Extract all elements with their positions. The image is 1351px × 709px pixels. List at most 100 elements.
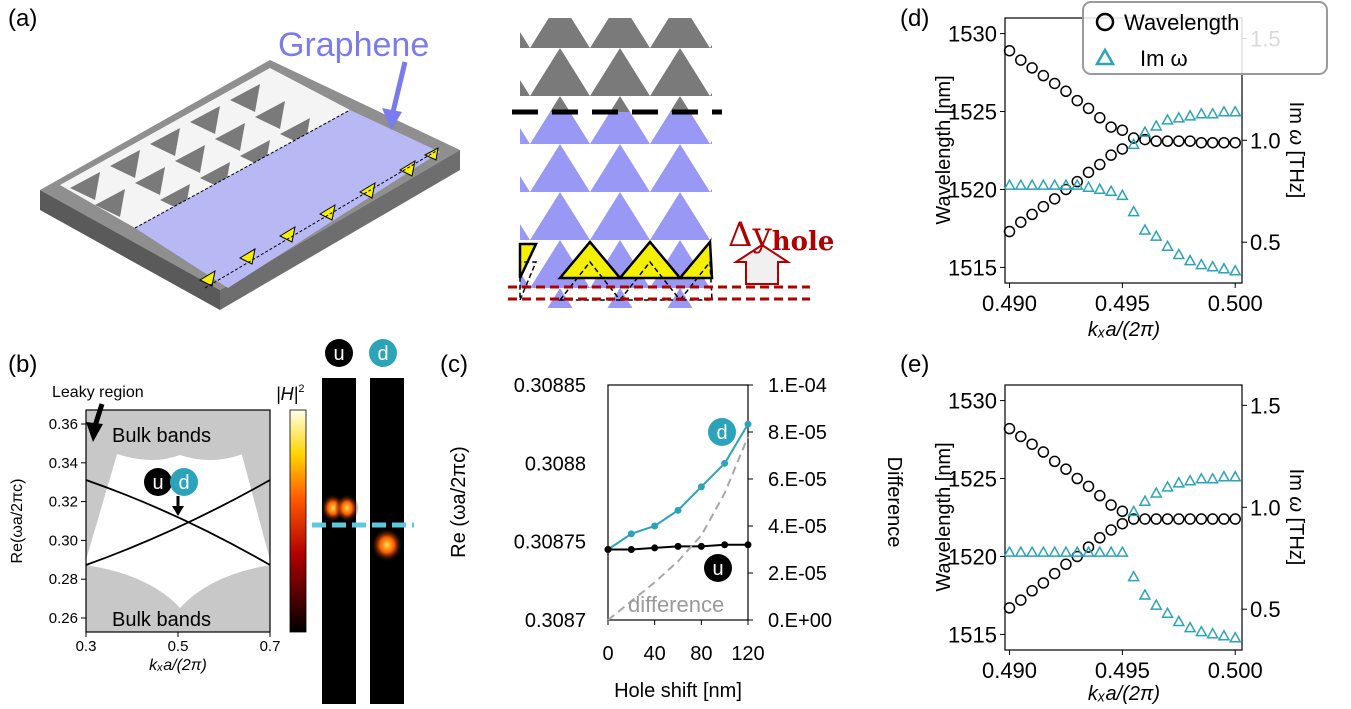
ytick-left-label: 1530 <box>948 22 997 47</box>
xtick-label: 0.495 <box>1095 658 1150 683</box>
c-point-u <box>721 541 728 548</box>
im-omega-point <box>1196 260 1206 269</box>
delta-y-label: Δyhole <box>728 215 834 257</box>
ytick-left-label: 1520 <box>948 544 997 569</box>
colorbar <box>290 410 306 632</box>
im-omega-point <box>1151 121 1161 130</box>
ytick-right-label: 1.0 <box>1250 128 1281 153</box>
wavelength-point <box>1230 514 1240 524</box>
u-profile-label: u <box>333 343 344 365</box>
wavelength-point <box>1038 447 1048 457</box>
panel-b-label: (b) <box>8 351 37 378</box>
b-xticks: 0.3 0.5 0.7 <box>76 632 281 655</box>
c-point-d <box>721 460 728 467</box>
wavelength-point <box>1117 519 1127 529</box>
e-ticks: 1530 1525 1520 1515 1.5 1.0 0.5 0.490 0.495 0.500 <box>948 389 1281 683</box>
c-point-d <box>651 523 658 530</box>
c-point-d <box>628 530 635 537</box>
im-omega-point <box>1219 631 1229 640</box>
b-xtick-label: 0.3 <box>76 638 97 655</box>
d-ylabel-left: Wavelength [nm] <box>933 75 955 224</box>
wavelength-point <box>1027 209 1037 219</box>
c-ytick-right-label: 8.E-05 <box>768 422 827 444</box>
ytick-left-label: 1530 <box>948 389 997 414</box>
im-omega-point <box>1230 266 1240 275</box>
im-omega-point <box>1151 488 1161 497</box>
im-omega-point <box>1117 190 1127 199</box>
ytick-right-label: 1.0 <box>1250 495 1281 520</box>
wavelength-point <box>1027 586 1037 596</box>
im-omega-point <box>1050 180 1060 189</box>
im-omega-point <box>1151 231 1161 240</box>
panel-c: (c) 0.308850.30880.308750.30871.E-048.E-… <box>440 351 905 702</box>
wavelength-point <box>1163 514 1173 524</box>
wavelength-point <box>1038 578 1048 588</box>
c-ytick-right-label: 4.E-05 <box>768 516 827 538</box>
c-ytick-left-label: 0.30885 <box>514 375 586 397</box>
b-ylabel: Re(ωa/2πc) <box>9 479 26 564</box>
ytick-left-label: 1515 <box>948 622 997 647</box>
wavelength-point <box>1061 86 1071 96</box>
wavelength-point <box>1117 144 1127 154</box>
xtick-label: 0.490 <box>982 658 1037 683</box>
c-xtick-label: 80 <box>690 643 712 665</box>
legend: Wavelength Im ω <box>1083 2 1327 74</box>
field-profile-u <box>322 378 356 704</box>
c-xtick-label: 40 <box>644 643 666 665</box>
wavelength-point <box>1196 138 1206 148</box>
c-ylabel-right: Difference <box>883 457 905 548</box>
d-marker-label: d <box>178 472 189 494</box>
xtick-label: 0.490 <box>982 291 1037 316</box>
wavelength-point <box>1208 138 1218 148</box>
wavelength-point <box>1016 55 1026 65</box>
wavelength-point <box>1117 125 1127 135</box>
c-ytick-left-label: 0.3088 <box>525 453 586 475</box>
im-omega-point <box>1050 547 1060 556</box>
im-omega-point <box>1005 180 1015 189</box>
im-omega-point <box>1196 109 1206 118</box>
im-omega-point <box>1151 600 1161 609</box>
c-point-u <box>675 543 682 550</box>
panel-e: (e) 15301525152015151.51.00.50.490 0.495 0… <box>900 351 1307 705</box>
c-d-label: d <box>716 422 727 444</box>
wavelength-point <box>1174 514 1184 524</box>
ytick-left-label: 1520 <box>948 177 997 202</box>
wavelength-point <box>1072 474 1082 484</box>
im-omega-point <box>1084 182 1094 191</box>
wavelength-point <box>1050 569 1060 579</box>
wavelength-point <box>1095 533 1105 543</box>
legend-im: Im ω <box>1140 46 1188 71</box>
wavelength-point <box>1185 136 1195 146</box>
wavelength-point <box>1027 63 1037 73</box>
b-xtick-label: 0.7 <box>260 638 281 655</box>
e-ylabel-left: Wavelength [nm] <box>933 442 955 591</box>
im-omega-point <box>1185 476 1195 485</box>
bulk-top-label: Bulk bands <box>112 425 211 447</box>
panel-b: (b) Bulk bands Bulk bands Leaky region u… <box>8 339 414 704</box>
im-omega-point <box>1016 180 1026 189</box>
panel-c-label: (c) <box>440 351 468 378</box>
c-xtick-label: 120 <box>731 643 764 665</box>
wavelength-point <box>1219 514 1229 524</box>
im-omega-point <box>1219 264 1229 273</box>
xtick-label: 0.500 <box>1208 658 1263 683</box>
wavelength-point <box>1084 103 1094 113</box>
bulk-bottom-label: Bulk bands <box>112 609 211 631</box>
wavelength-point <box>1106 150 1116 160</box>
wavelength-point <box>1016 431 1026 441</box>
im-omega-point <box>1027 547 1037 556</box>
d-marks <box>1005 46 1241 275</box>
panel-d-label: (d) <box>900 5 929 32</box>
im-omega-point <box>1208 474 1218 483</box>
c-point-u <box>628 546 635 553</box>
im-omega-point <box>1185 256 1195 265</box>
im-omega-point <box>1196 474 1206 483</box>
panel-e-label: (e) <box>900 351 929 378</box>
wavelength-point <box>1005 603 1015 613</box>
im-omega-point <box>1208 262 1218 271</box>
d-profile-label: d <box>377 343 388 365</box>
c-point-u <box>698 543 705 550</box>
wavelength-point <box>1084 167 1094 177</box>
im-omega-point <box>1061 547 1071 556</box>
c-ytick-left-label: 0.3087 <box>525 610 586 632</box>
